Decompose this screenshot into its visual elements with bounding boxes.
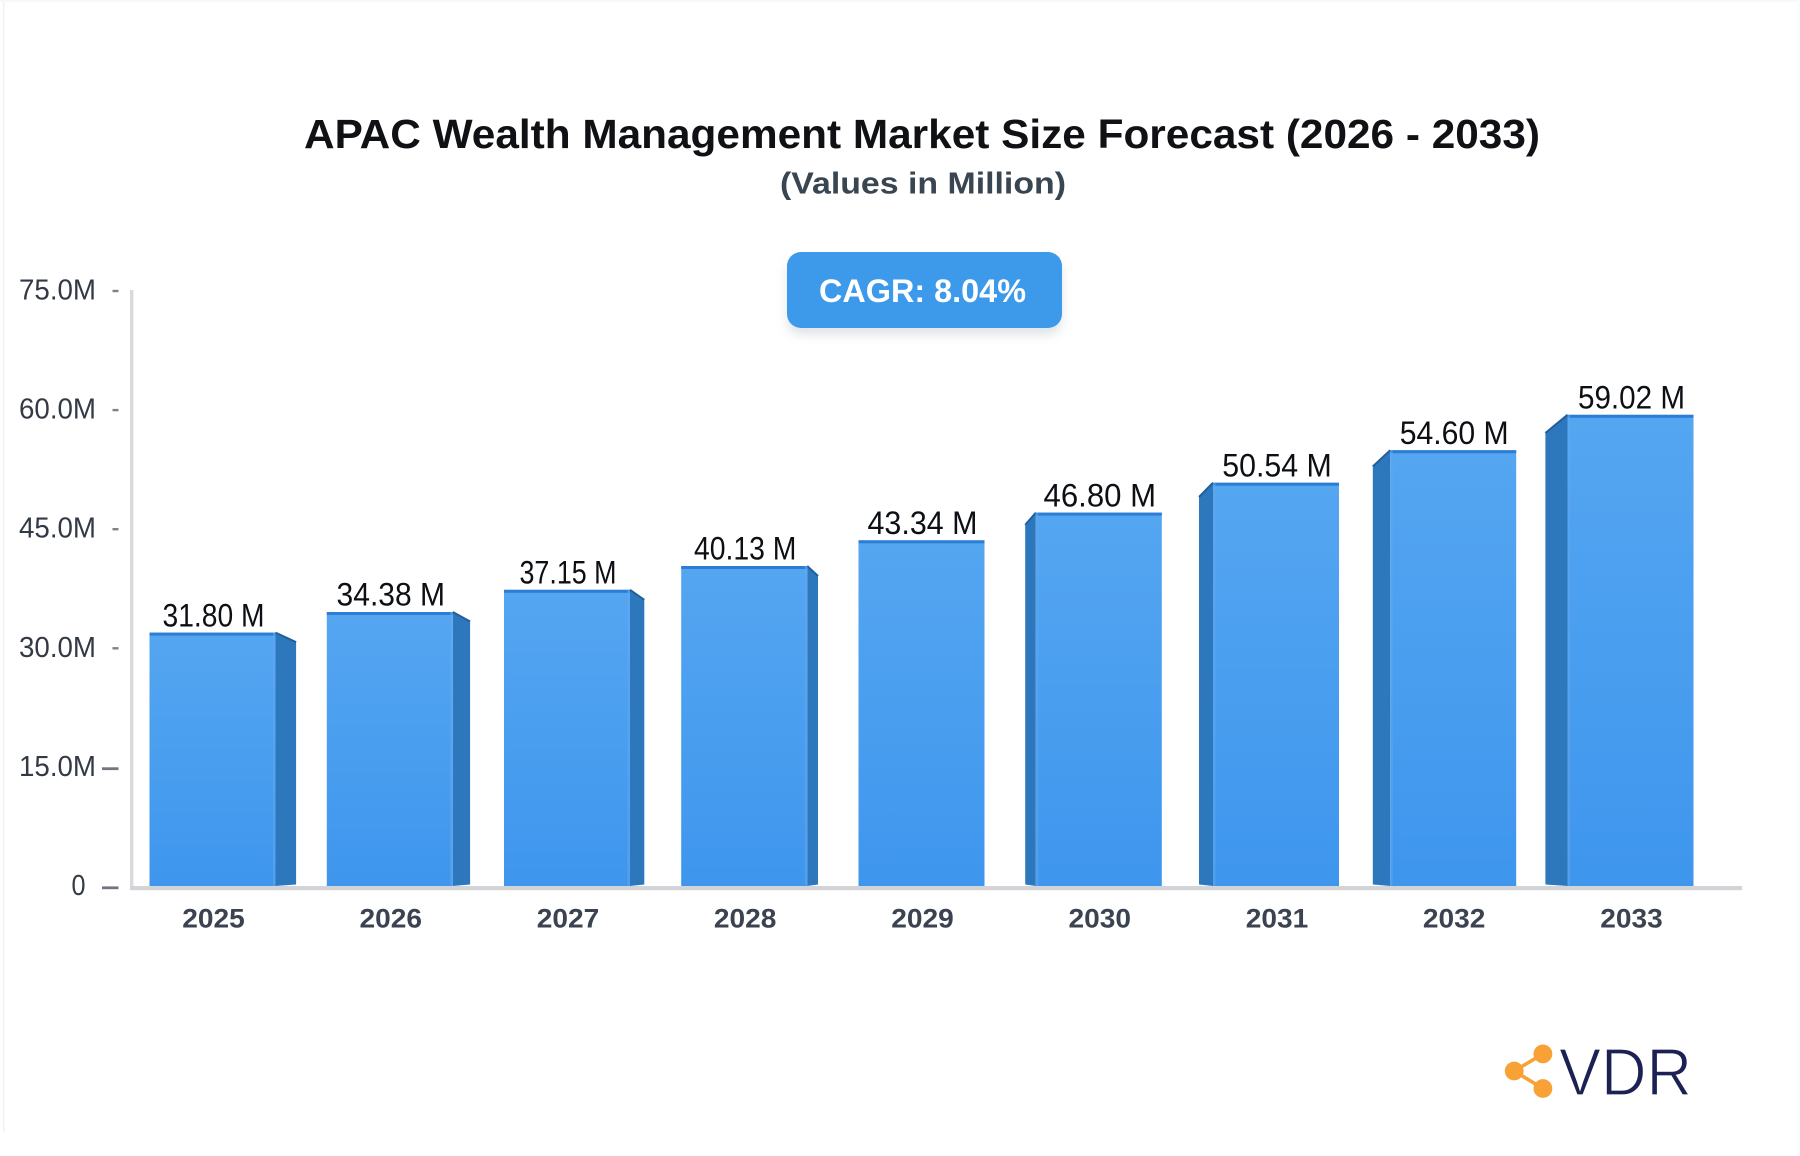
svg-text:31.80 M: 31.80 M (163, 597, 265, 633)
svg-text:VDR: VDR (1559, 1035, 1692, 1110)
svg-text:2028: 2028 (714, 904, 777, 934)
svg-text:59.02 M: 59.02 M (1578, 380, 1685, 416)
svg-text:2029: 2029 (891, 904, 954, 934)
svg-text:75.0M: 75.0M (19, 275, 96, 307)
svg-text:34.38 M: 34.38 M (337, 577, 446, 613)
svg-text:54.60 M: 54.60 M (1400, 415, 1509, 451)
svg-text:2026: 2026 (360, 904, 423, 934)
svg-text:45.0M: 45.0M (19, 513, 96, 545)
svg-text:0: 0 (72, 870, 86, 902)
svg-text:(Values in Million): (Values in Million) (780, 166, 1066, 201)
svg-text:2027: 2027 (537, 904, 600, 934)
svg-text:2030: 2030 (1069, 904, 1132, 934)
svg-text:43.34 M: 43.34 M (868, 505, 978, 541)
svg-text:APAC Wealth Management Market: APAC Wealth Management Market Size Forec… (304, 111, 1540, 157)
svg-text:2031: 2031 (1246, 904, 1309, 934)
svg-text:30.0M: 30.0M (19, 632, 96, 664)
svg-text:60.0M: 60.0M (19, 394, 96, 426)
svg-text:2033: 2033 (1600, 904, 1663, 934)
svg-text:15.0M: 15.0M (19, 751, 96, 783)
svg-text:46.80 M: 46.80 M (1044, 477, 1157, 513)
svg-text:37.15 M: 37.15 M (520, 555, 617, 591)
svg-text:2025: 2025 (182, 904, 245, 934)
svg-text:CAGR: 8.04%: CAGR: 8.04% (819, 273, 1026, 309)
svg-text:40.13 M: 40.13 M (694, 531, 797, 567)
svg-text:50.54 M: 50.54 M (1222, 447, 1332, 483)
svg-text:2032: 2032 (1423, 904, 1486, 934)
